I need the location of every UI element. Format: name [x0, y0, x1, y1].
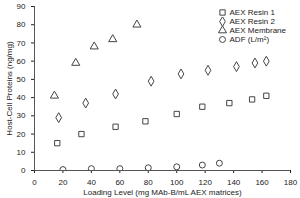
svg-text:40: 40: [87, 178, 96, 187]
svg-text:80: 80: [17, 20, 26, 29]
svg-text:Loading Level (mg MAb-B/mL AEX: Loading Level (mg MAb-B/mL AEX matrices): [83, 188, 242, 197]
svg-text:140: 140: [227, 178, 241, 187]
svg-text:Host-Cell Proteins (ng/mg): Host-Cell Proteins (ng/mg): [5, 41, 14, 136]
svg-text:120: 120: [198, 178, 212, 187]
svg-text:100: 100: [170, 178, 184, 187]
svg-text:30: 30: [17, 111, 26, 120]
svg-text:90: 90: [17, 2, 26, 11]
svg-text:180: 180: [284, 178, 298, 187]
html-text:ADF (L/m²): ADF (L/m²): [229, 35, 270, 44]
svg-text:160: 160: [255, 178, 269, 187]
svg-text:0: 0: [21, 166, 26, 175]
svg-text:50: 50: [17, 75, 26, 84]
svg-text:20: 20: [58, 178, 67, 187]
html-text:AEX Membrane: AEX Membrane: [229, 26, 286, 35]
svg-text:0: 0: [32, 178, 37, 187]
svg-text:10: 10: [17, 148, 26, 157]
html-text:AEX Resin 2: AEX Resin 2: [229, 17, 275, 26]
svg-text:60: 60: [115, 178, 124, 187]
svg-text:20: 20: [17, 130, 26, 139]
svg-text:80: 80: [144, 178, 153, 187]
html-text:AEX Resin 1: AEX Resin 1: [229, 8, 275, 17]
svg-text:40: 40: [17, 93, 26, 102]
svg-text:70: 70: [17, 39, 26, 48]
svg-text:60: 60: [17, 57, 26, 66]
